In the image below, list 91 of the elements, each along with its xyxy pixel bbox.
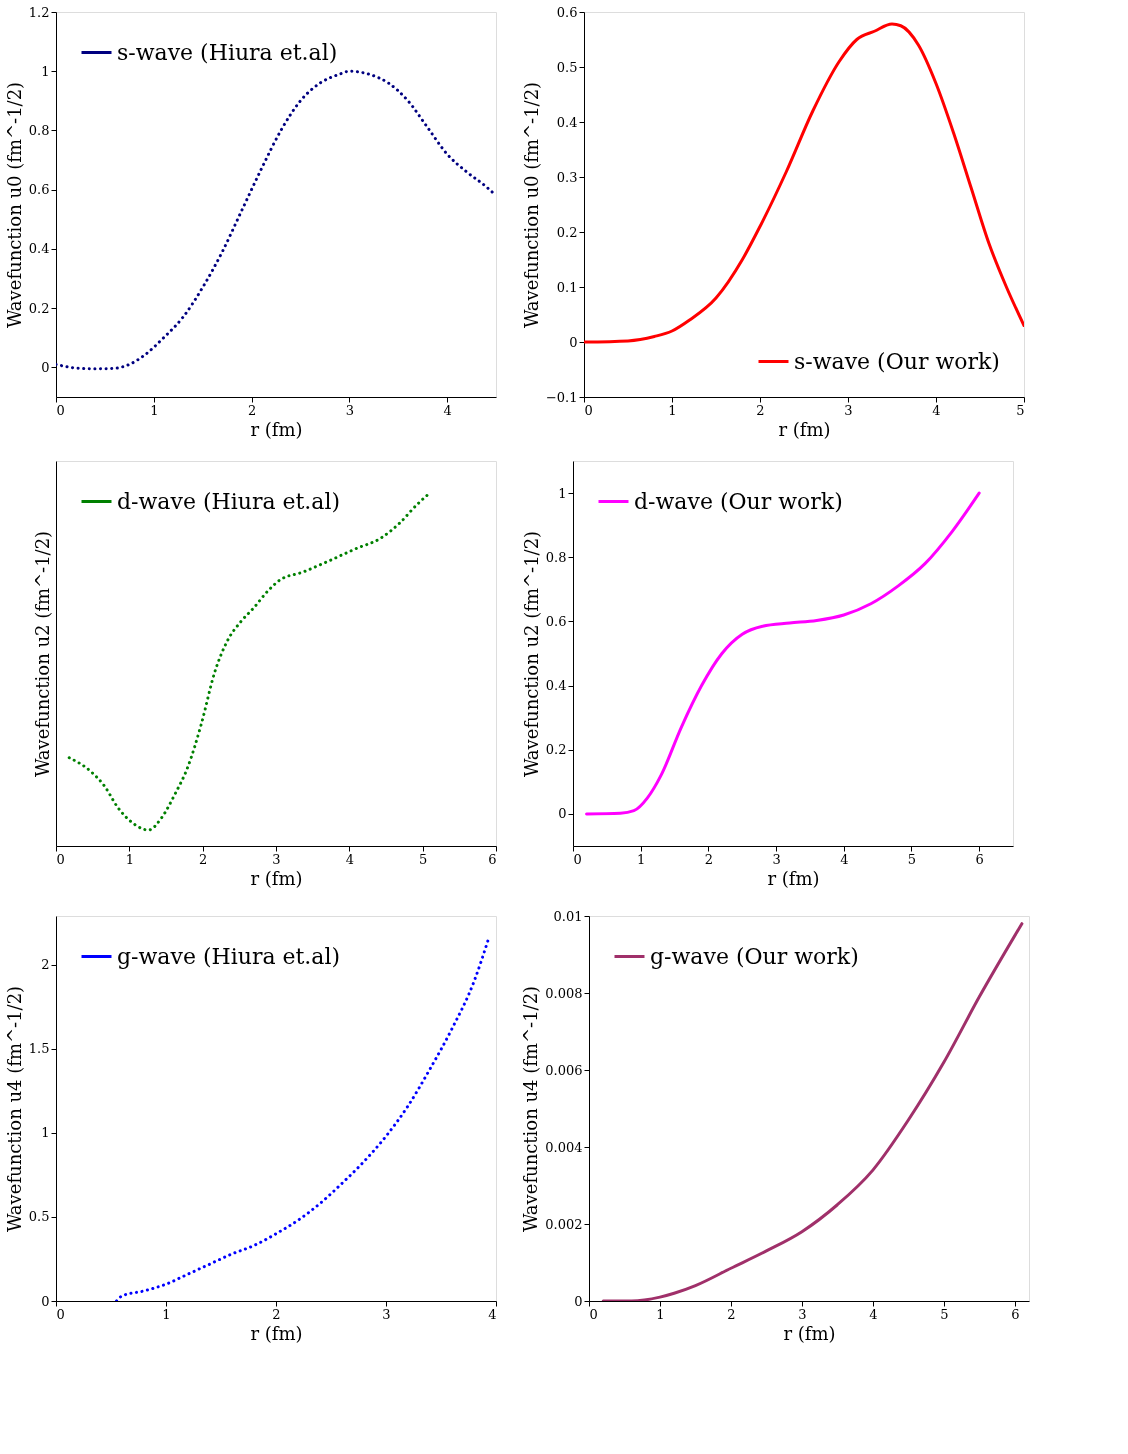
y-tick-label: 1.2	[28, 4, 50, 20]
y-tick-label: 0.2	[28, 300, 50, 316]
x-tick-label: 5	[940, 1306, 949, 1322]
x-tick-label: 1	[668, 402, 677, 418]
y-tick-label: 1.5	[28, 1041, 50, 1057]
x-tick-label: 4	[443, 402, 452, 418]
legend-label: s-wave (Hiura et.al)	[117, 39, 338, 65]
legend-label: g-wave (Our work)	[650, 943, 859, 969]
x-tick-label: 3	[345, 402, 354, 418]
y-tick-label: 0.008	[545, 985, 583, 1001]
y-tick-label: 0.8	[28, 122, 50, 138]
y-tick-label: 0.002	[545, 1216, 583, 1232]
y-tick-label: 0	[41, 1293, 50, 1309]
x-tick-label: 2	[756, 402, 765, 418]
x-tick-label: 5	[1016, 402, 1025, 418]
x-tick-label: 0	[56, 851, 65, 867]
y-tick-label: 0.6	[28, 182, 50, 198]
y-tick-label: 0.004	[545, 1139, 583, 1155]
y-axis-title: Wavefunction u4 (fm^-1/2)	[520, 985, 542, 1233]
y-tick-label: 0.006	[545, 1062, 583, 1078]
x-tick-label: 3	[772, 851, 781, 867]
x-axis-title: r (fm)	[250, 867, 303, 889]
y-tick-label: 0.8	[545, 549, 567, 565]
line-series	[585, 491, 981, 816]
y-tick-label: 1	[41, 63, 50, 79]
y-tick-label: −0.1	[545, 389, 578, 405]
line-series	[56, 69, 496, 371]
legend-label: s-wave (Our work)	[794, 348, 1000, 374]
x-tick-label: 0	[589, 1306, 598, 1322]
x-tick-label: 3	[844, 402, 853, 418]
x-tick-label: 0	[56, 1306, 65, 1322]
x-tick-label: 4	[869, 1306, 878, 1322]
y-tick-label: 0.3	[556, 169, 578, 185]
y-tick-label: 1	[558, 485, 567, 501]
y-tick-label: 0.2	[556, 224, 578, 240]
y-tick-label: 0	[41, 359, 50, 375]
x-tick-label: 1	[656, 1306, 665, 1322]
y-tick-label: 2	[41, 957, 50, 973]
y-tick-label: 1	[41, 1125, 50, 1141]
x-tick-label: 2	[704, 851, 714, 867]
y-tick-label: 0.6	[545, 613, 567, 629]
line-series	[601, 922, 1024, 1301]
y-axis-title: Wavefunction u0 (fm^-1/2)	[520, 81, 542, 329]
x-tick-label: 3	[272, 851, 281, 867]
x-tick-label: 1	[162, 1306, 171, 1322]
x-tick-label: 1	[150, 402, 159, 418]
x-tick-label: 6	[488, 851, 497, 867]
line-series	[584, 22, 1024, 344]
y-tick-label: 0.4	[28, 241, 50, 257]
y-axis-title: Wavefunction u2 (fm^-1/2)	[520, 530, 542, 778]
x-axis-title: r (fm)	[250, 1322, 303, 1344]
x-tick-label: 6	[975, 851, 984, 867]
y-tick-label: 0.5	[556, 59, 578, 75]
x-tick-label: 4	[932, 402, 941, 418]
y-axis-title: Wavefunction u0 (fm^-1/2)	[3, 81, 25, 329]
y-axis-title: Wavefunction u4 (fm^-1/2)	[3, 985, 25, 1233]
x-axis-title: r (fm)	[783, 1322, 836, 1344]
y-tick-label: 0	[558, 806, 567, 822]
x-axis-title: r (fm)	[767, 867, 820, 889]
x-axis-title: r (fm)	[778, 418, 831, 440]
y-tick-label: 0.1	[556, 279, 578, 295]
x-tick-label: 4	[345, 851, 354, 867]
x-tick-label: 2	[272, 1306, 281, 1322]
y-tick-label: 0.01	[553, 908, 583, 924]
x-tick-label: 2	[247, 402, 257, 418]
legend-label: d-wave (Our work)	[634, 488, 843, 514]
x-tick-label: 0	[584, 402, 593, 418]
x-tick-label: 2	[199, 851, 208, 867]
y-tick-label: 0.2	[545, 742, 567, 758]
x-tick-label: 5	[907, 851, 917, 867]
x-tick-label: 4	[840, 851, 849, 867]
y-tick-label: 0.4	[545, 678, 567, 694]
legend-label: d-wave (Hiura et.al)	[117, 488, 341, 514]
line-series	[115, 938, 490, 1301]
y-tick-label: 0.4	[556, 114, 578, 130]
y-axis-title: Wavefunction u2 (fm^-1/2)	[31, 530, 53, 778]
x-tick-label: 1	[125, 851, 134, 867]
x-tick-label: 3	[382, 1306, 391, 1322]
x-tick-label: 5	[419, 851, 428, 867]
legend-label: g-wave (Hiura et.al)	[117, 943, 341, 969]
y-tick-label: 0	[574, 1293, 583, 1309]
x-tick-label: 0	[56, 402, 65, 418]
x-tick-label: 3	[798, 1306, 807, 1322]
x-tick-label: 1	[637, 851, 646, 867]
x-axis-title: r (fm)	[250, 418, 303, 440]
x-tick-label: 6	[1011, 1306, 1020, 1322]
y-tick-label: 0	[569, 334, 578, 350]
y-tick-label: 0.5	[28, 1209, 50, 1225]
y-tick-label: 0.6	[556, 4, 578, 20]
x-tick-label: 2	[727, 1306, 736, 1322]
x-tick-label: 4	[488, 1306, 497, 1322]
